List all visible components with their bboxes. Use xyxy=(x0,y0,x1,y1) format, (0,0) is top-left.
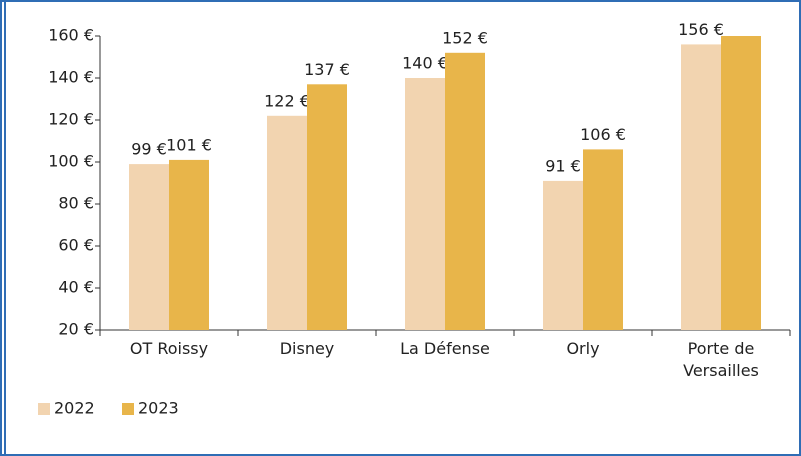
value-label: 140 € xyxy=(402,54,448,73)
bar xyxy=(405,78,445,330)
y-tick-label: 140 € xyxy=(48,68,94,87)
value-label: 106 € xyxy=(580,125,626,144)
bar xyxy=(307,84,347,330)
x-tick-label: Porte de Versailles xyxy=(683,339,759,380)
bar xyxy=(129,164,169,330)
value-label: 99 € xyxy=(131,140,167,159)
legend-label: 2023 xyxy=(138,399,179,418)
y-tick-label: 60 € xyxy=(58,236,94,255)
x-tick-label: Orly xyxy=(566,339,600,358)
bar xyxy=(721,36,761,330)
bar xyxy=(445,52,485,331)
x-tick-label: La Défense xyxy=(400,339,490,358)
legend-swatch xyxy=(122,403,134,415)
bar xyxy=(267,115,307,330)
legend-label: 2022 xyxy=(54,399,95,418)
value-label: 122 € xyxy=(264,91,310,110)
y-tick-label: 100 € xyxy=(48,152,94,171)
x-tick-label: Disney xyxy=(279,339,335,358)
y-tick-label: 40 € xyxy=(58,278,94,297)
value-label: 156 € xyxy=(678,20,724,39)
value-label: 152 € xyxy=(442,28,488,47)
y-tick-label: 80 € xyxy=(58,194,94,213)
value-label: 101 € xyxy=(166,135,212,154)
y-tick-label: 20 € xyxy=(58,320,94,339)
bar xyxy=(169,159,209,330)
legend-swatch xyxy=(38,403,50,415)
value-label: 137 € xyxy=(304,60,350,79)
bar xyxy=(681,44,721,331)
y-tick-label: 160 € xyxy=(48,26,94,45)
bar xyxy=(583,149,623,330)
value-label: 91 € xyxy=(545,156,581,175)
bar xyxy=(543,180,583,330)
x-tick-label: OT Roissy xyxy=(129,339,209,358)
y-tick-label: 120 € xyxy=(48,110,94,129)
